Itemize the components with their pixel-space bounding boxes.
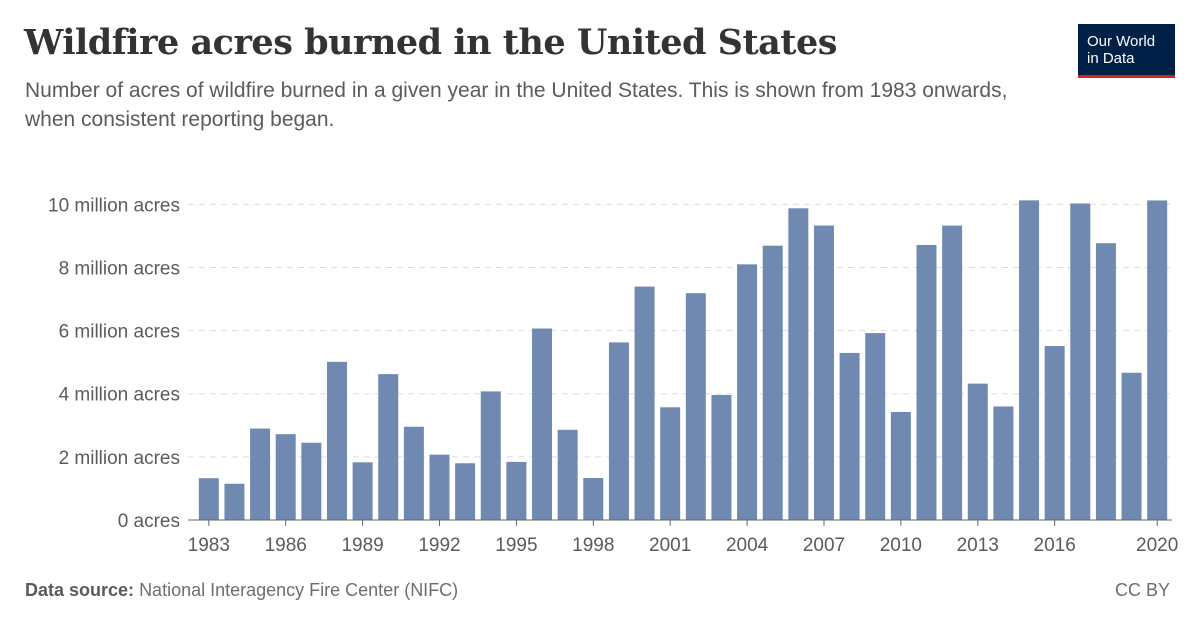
bar-2003[interactable] (711, 394, 732, 520)
bar-1997[interactable] (557, 429, 578, 520)
bar-1984[interactable] (224, 483, 245, 520)
logo-line-1: Our World (1087, 33, 1156, 50)
bar-1987[interactable] (301, 442, 322, 520)
bar-2010[interactable] (890, 411, 911, 520)
y-tick-label: 4 million acres (59, 385, 180, 406)
bar-2006[interactable] (788, 208, 809, 520)
x-tick-label: 2007 (803, 535, 845, 556)
data-source: Data source: National Interagency Fire C… (25, 580, 458, 601)
y-tick-label: 10 million acres (48, 195, 180, 216)
bar-1989[interactable] (352, 462, 373, 520)
bar-1988[interactable] (326, 361, 347, 520)
bar-2007[interactable] (813, 225, 834, 520)
bar-2016[interactable] (1044, 346, 1065, 520)
chart-title: Wildfire acres burned in the United Stat… (24, 22, 837, 63)
bar-2000[interactable] (634, 286, 655, 520)
x-tick-label: 2020 (1136, 535, 1178, 556)
y-tick-label: 0 acres (118, 511, 180, 532)
bar-2011[interactable] (916, 244, 937, 521)
bar-2019[interactable] (1121, 372, 1142, 520)
bar-2018[interactable] (1095, 243, 1116, 521)
bar-2004[interactable] (737, 264, 758, 520)
license-link[interactable]: CC BY (1114, 580, 1170, 600)
bar-1994[interactable] (480, 391, 501, 520)
bar-2020[interactable] (1147, 200, 1168, 520)
x-tick-label: 1989 (341, 535, 383, 556)
x-tick-label: 1983 (188, 535, 230, 556)
bar-1995[interactable] (506, 461, 527, 520)
y-tick-label: 2 million acres (59, 448, 180, 469)
x-tick-label: 2004 (726, 535, 769, 556)
x-tick-label: 2016 (1034, 535, 1076, 556)
bar-2002[interactable] (685, 293, 706, 520)
x-tick-label: 2013 (957, 535, 999, 556)
x-tick-label: 1998 (572, 535, 614, 556)
bar-1986[interactable] (275, 434, 296, 520)
bar-1985[interactable] (250, 428, 271, 520)
bar-1996[interactable] (532, 328, 553, 520)
x-tick-label: 1995 (495, 535, 537, 556)
x-tick-label: 1992 (418, 535, 460, 556)
data-source-label: Data source: (25, 580, 135, 600)
bar-1991[interactable] (403, 426, 424, 520)
y-tick-label: 8 million acres (59, 258, 180, 279)
bar-1990[interactable] (378, 374, 399, 520)
logo-line-2: in Data (1087, 50, 1135, 67)
x-tick-label: 2010 (880, 535, 922, 556)
chart-subtitle: Number of acres of wildfire burned in a … (25, 79, 1008, 131)
bar-2012[interactable] (942, 225, 963, 520)
bar-1999[interactable] (608, 342, 629, 520)
bar-1992[interactable] (429, 454, 450, 520)
bar-2008[interactable] (839, 352, 860, 520)
y-tick-label: 6 million acres (59, 322, 180, 343)
bar-2015[interactable] (1019, 200, 1040, 520)
bar-2005[interactable] (762, 245, 783, 520)
x-tick-label: 1986 (265, 535, 307, 556)
data-source-text[interactable]: National Interagency Fire Center (NIFC) (139, 580, 459, 600)
owid-logo[interactable]: Our World in Data (1078, 24, 1175, 78)
x-axis: 1983 1986 1989 1992 1995 1998 2001 2004 2007 2010… (188, 519, 1178, 556)
bar-2009[interactable] (865, 333, 886, 520)
bar-2013[interactable] (967, 383, 988, 520)
bar-2001[interactable] (660, 407, 681, 520)
bar-2017[interactable] (1070, 203, 1091, 520)
bar-1998[interactable] (583, 478, 604, 520)
bars (198, 200, 1168, 521)
y-axis-labels: 0 acres 2 million acres 4 million acres 6 m… (48, 195, 180, 532)
bar-1993[interactable] (455, 463, 476, 520)
bar-1983[interactable] (198, 478, 219, 520)
x-tick-label: 2001 (649, 535, 691, 556)
bar-2014[interactable] (993, 406, 1014, 520)
